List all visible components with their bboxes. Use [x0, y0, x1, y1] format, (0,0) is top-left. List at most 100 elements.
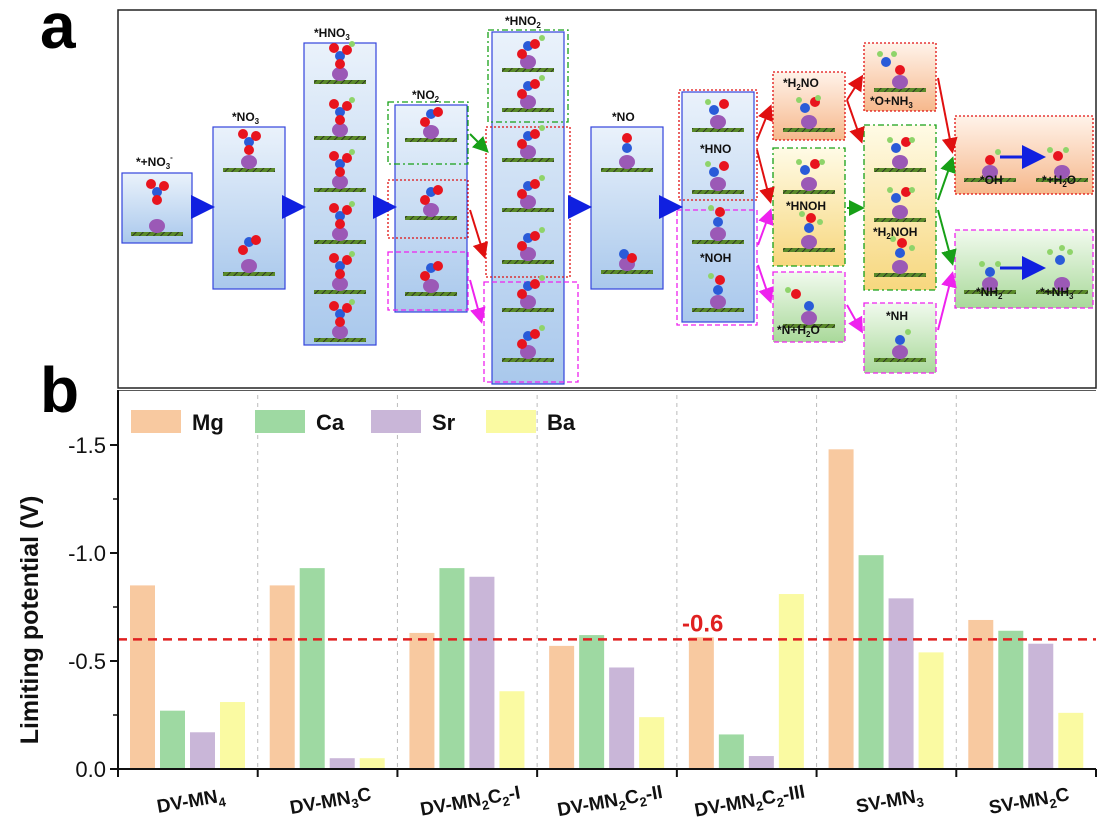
- substrate-surface: [314, 240, 366, 244]
- oxygen-atom: [901, 137, 911, 147]
- hydrogen-atom: [891, 51, 897, 57]
- arrow-8r1: [846, 74, 864, 101]
- substrate-surface: [223, 272, 275, 276]
- bar-ca-6: [998, 630, 1024, 769]
- oxygen-atom: [238, 245, 248, 255]
- oxygen-atom: [1053, 151, 1063, 161]
- metal-atom: [241, 259, 257, 273]
- hydrogen-atom: [817, 219, 823, 225]
- legend-swatch-mg: [131, 410, 181, 433]
- substrate-surface: [131, 232, 183, 236]
- oxygen-atom: [715, 275, 725, 285]
- hydrogen-atom: [539, 35, 545, 41]
- substrate-surface: [314, 188, 366, 192]
- nitrogen-atom: [335, 159, 345, 169]
- hydrogen-atom: [815, 95, 821, 101]
- nitrogen-atom: [335, 51, 345, 61]
- label-s9a: *O+NH3: [870, 94, 913, 110]
- oxygen-atom: [420, 195, 430, 205]
- oxygen-atom: [342, 205, 352, 215]
- nitrogen-atom: [895, 335, 905, 345]
- metal-atom: [332, 227, 348, 241]
- nitrogen-atom: [1055, 255, 1065, 265]
- nitrogen-atom: [804, 301, 814, 311]
- label-s1: *+NO3-: [136, 153, 173, 171]
- bar-ca-4: [718, 734, 744, 769]
- substrate-surface: [692, 308, 744, 312]
- label-s2: *NO3: [232, 110, 260, 126]
- oxygen-atom: [985, 155, 995, 165]
- label-s7a: *HNO: [700, 142, 731, 156]
- hydrogen-atom: [887, 187, 893, 193]
- hydrogen-atom: [349, 149, 355, 155]
- bar-ba-1: [359, 758, 385, 769]
- oxygen-atom: [335, 167, 345, 177]
- metal-atom: [332, 67, 348, 81]
- oxygen-atom: [622, 133, 632, 143]
- bar-sr-0: [190, 732, 215, 769]
- oxygen-atom: [791, 289, 801, 299]
- nitrogen-atom: [152, 187, 162, 197]
- oxygen-atom: [420, 117, 430, 127]
- substrate-surface: [783, 248, 835, 252]
- nitrogen-atom: [800, 165, 810, 175]
- metal-atom: [982, 277, 998, 291]
- panel-b-letter: b: [40, 354, 80, 426]
- hydrogen-atom: [1059, 245, 1065, 251]
- y-tick-label: 0.0: [75, 757, 106, 782]
- substrate-surface: [314, 80, 366, 84]
- diagram-frame: [117, 9, 1097, 389]
- label-s10a: *OH: [980, 173, 1003, 187]
- box-step3: [303, 42, 377, 346]
- substrate-surface: [874, 168, 926, 172]
- substrate-surface: [1036, 290, 1088, 294]
- hydrogen-atom: [705, 99, 711, 105]
- nitrogen-atom: [335, 107, 345, 117]
- oxygen-atom: [329, 43, 339, 53]
- nitrogen-atom: [985, 267, 995, 277]
- hydrogen-atom: [1067, 249, 1073, 255]
- hydrogen-atom: [887, 137, 893, 143]
- bar-mg-0: [130, 585, 155, 769]
- oxygen-atom: [806, 213, 816, 223]
- nitrogen-atom: [619, 249, 629, 259]
- hydrogen-atom: [705, 161, 711, 167]
- metal-atom: [892, 75, 908, 89]
- substrate-surface: [502, 208, 554, 212]
- substrate-surface: [964, 178, 1016, 182]
- arrow-4g: [469, 133, 489, 153]
- oxygen-atom: [530, 231, 540, 241]
- metal-atom: [332, 123, 348, 137]
- substrate-surface: [314, 136, 366, 140]
- oxygen-atom: [335, 59, 345, 69]
- substrate-surface: [223, 168, 275, 172]
- label-s3: *HNO3: [314, 26, 350, 42]
- label-s9b: *H2NOH: [873, 225, 917, 241]
- hydrogen-atom: [905, 329, 911, 335]
- hydrogen-atom: [539, 227, 545, 233]
- substrate-surface: [314, 290, 366, 294]
- arrow-9m: [937, 271, 957, 331]
- substrate-surface: [692, 190, 744, 194]
- metal-atom: [423, 203, 439, 217]
- oxygen-atom: [517, 89, 527, 99]
- hydrogen-atom: [539, 75, 545, 81]
- hydrogen-atom: [349, 97, 355, 103]
- nitrogen-atom: [335, 261, 345, 271]
- oxygen-atom: [433, 107, 443, 117]
- metal-atom: [892, 155, 908, 169]
- substrate-surface: [502, 308, 554, 312]
- substrate-surface: [502, 108, 554, 112]
- nitrogen-atom: [713, 217, 723, 227]
- legend-swatch-ca: [255, 410, 305, 433]
- label-s9c: *NH: [886, 309, 908, 323]
- nitrogen-atom: [622, 143, 632, 153]
- oxygen-atom: [146, 179, 156, 189]
- metal-atom: [892, 345, 908, 359]
- reaction-pathway-diagram: *+NO3- *NO3 *HNO3 *NO2 *HNO2 *NO *HNO *N…: [117, 9, 1097, 389]
- metal-atom: [982, 165, 998, 179]
- hydrogen-atom: [708, 273, 714, 279]
- y-tick-label: -1.0: [68, 541, 106, 566]
- arrow-4m: [469, 279, 486, 324]
- substrate-surface: [783, 128, 835, 132]
